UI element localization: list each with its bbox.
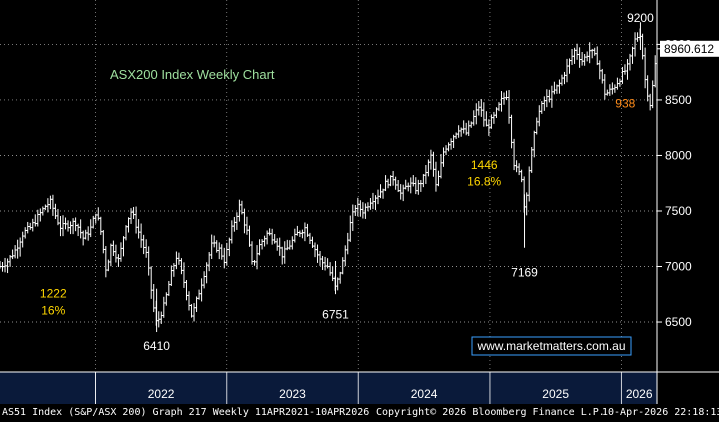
x-tick-label: 2026 bbox=[626, 387, 653, 401]
last-value-label: 8960.612 bbox=[664, 42, 714, 56]
annotation-label: 16.8% bbox=[467, 174, 501, 188]
y-axis: 6500700075008000850090008960.612 bbox=[657, 37, 719, 329]
annotation-label: 7169 bbox=[511, 266, 538, 280]
chart-title: ASX200 Index Weekly Chart bbox=[110, 67, 275, 82]
footer-timestamp: 10-Apr-2026 22:18:13 bbox=[602, 407, 719, 418]
y-tick-label: 8500 bbox=[665, 93, 692, 107]
annotation-label: 6751 bbox=[322, 308, 349, 322]
y-tick-label: 7000 bbox=[665, 260, 692, 274]
last-value-box bbox=[660, 40, 719, 57]
watermark-box bbox=[471, 336, 632, 356]
y-tick-label: 6500 bbox=[665, 315, 692, 329]
annotation-label: 1446 bbox=[471, 158, 498, 172]
watermark-text: www.marketmatters.com.au bbox=[476, 339, 625, 353]
watermark: www.marketmatters.com.au bbox=[471, 336, 632, 356]
x-axis-band bbox=[0, 372, 657, 404]
x-tick-label: 2023 bbox=[279, 387, 306, 401]
x-axis: 2022 2023 2024 2025 2026 bbox=[0, 0, 719, 404]
y-tick-label: 8000 bbox=[665, 148, 692, 162]
ohlc-bars bbox=[0, 22, 657, 333]
annotation-label: 16% bbox=[41, 303, 65, 317]
annotation-label: 1222 bbox=[40, 287, 67, 301]
footer-security: AS51 Index (S&P/ASX 200) Graph 217 Weekl… bbox=[2, 407, 370, 418]
annotations: 9200 938 1446 16.8% 7169 6751 6410 1222 16% bbox=[40, 11, 654, 353]
footer-copyright: Copyright© 2026 Bloomberg Finance L.P. bbox=[376, 407, 605, 418]
x-tick-label: 2025 bbox=[542, 387, 569, 401]
annotation-label: 6410 bbox=[143, 339, 170, 353]
annotation-label: 9200 bbox=[627, 11, 654, 25]
annotation-label: 938 bbox=[615, 97, 635, 111]
x-tick-label: 2024 bbox=[411, 387, 438, 401]
y-tick-label: 7500 bbox=[665, 204, 692, 218]
chart: 2022 2023 2024 2025 2026 6500 7000 7500 8000 850… bbox=[0, 0, 719, 404]
x-tick-label: 2022 bbox=[148, 387, 175, 401]
footer: AS51 Index (S&P/ASX 200) Graph 217 Weekl… bbox=[0, 404, 719, 422]
